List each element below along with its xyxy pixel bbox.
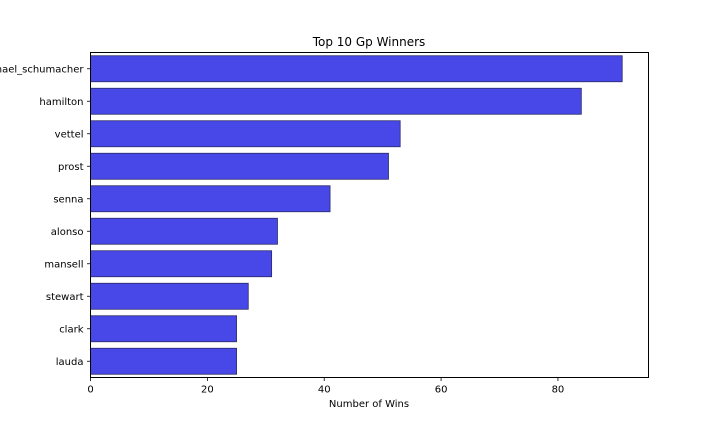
x-tick-label: 40 xyxy=(318,385,331,396)
bar xyxy=(90,55,623,83)
plot-frame xyxy=(90,52,649,378)
bar xyxy=(90,87,582,115)
x-tick-label: 60 xyxy=(435,385,448,396)
y-tick-label: stewart xyxy=(46,292,84,303)
x-tick-label: 0 xyxy=(87,385,93,396)
bar xyxy=(90,250,273,278)
y-tick-label: lauda xyxy=(56,357,84,368)
bar xyxy=(90,185,331,213)
y-tick-label: clark xyxy=(59,324,84,335)
x-ticks: 0 20 40 60 80 xyxy=(87,377,565,396)
y-tick-label: michael_schumacher xyxy=(0,64,84,75)
y-tick-label: vettel xyxy=(55,129,84,140)
bar xyxy=(90,152,389,180)
bar xyxy=(90,282,249,310)
y-tick-labels: michael_schumacher hamilton vettel prost sen… xyxy=(0,64,91,368)
bar xyxy=(90,120,401,148)
bar xyxy=(90,217,278,245)
x-tick-label: 20 xyxy=(201,385,214,396)
y-tick-label: mansell xyxy=(44,259,83,270)
bar xyxy=(90,347,237,375)
y-tick-label: alonso xyxy=(51,227,84,238)
y-tick-label: senna xyxy=(53,194,83,205)
x-axis-label: Number of Wins xyxy=(329,399,409,410)
y-tick-label: hamilton xyxy=(39,97,83,108)
y-tick-label: prost xyxy=(58,162,84,173)
bars-group xyxy=(90,55,623,375)
x-tick-label: 80 xyxy=(552,385,565,396)
chart-title: Top 10 Gp Winners xyxy=(312,35,426,49)
bar xyxy=(90,315,237,343)
